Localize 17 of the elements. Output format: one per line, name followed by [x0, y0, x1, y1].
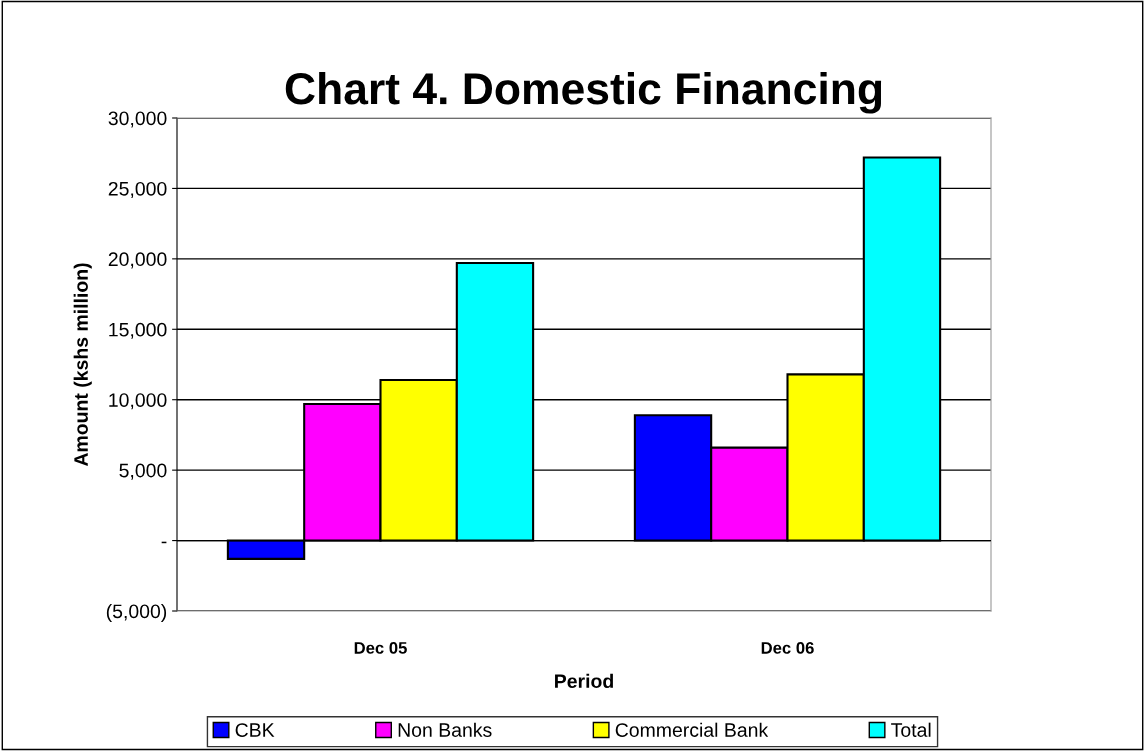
y-tick-label: 15,000: [109, 322, 167, 339]
legend-label: Non Banks: [398, 722, 492, 737]
legend-label: Total: [891, 722, 931, 737]
legend-label: CBK: [235, 723, 275, 737]
y-tick-label: 30,000: [108, 111, 167, 128]
y-tick-label: -: [161, 541, 167, 544]
y-tick-label: 25,000: [108, 181, 167, 198]
x-tick-label: Dec 05: [354, 642, 407, 654]
x-axis-title: Period: [555, 673, 613, 689]
legend-label: Commercial Bank: [615, 722, 769, 737]
y-tick-label: 20,000: [108, 252, 167, 269]
y-tick-label: 5,000: [119, 463, 167, 480]
y-tick-label: (5,000): [106, 603, 167, 623]
chart-title: Chart 4. Domestic Financing: [285, 71, 882, 114]
x-tick-label: Dec 06: [761, 642, 814, 654]
y-tick-label: 10,000: [109, 393, 167, 410]
y-axis-title: Amount (kshs million): [73, 263, 92, 467]
